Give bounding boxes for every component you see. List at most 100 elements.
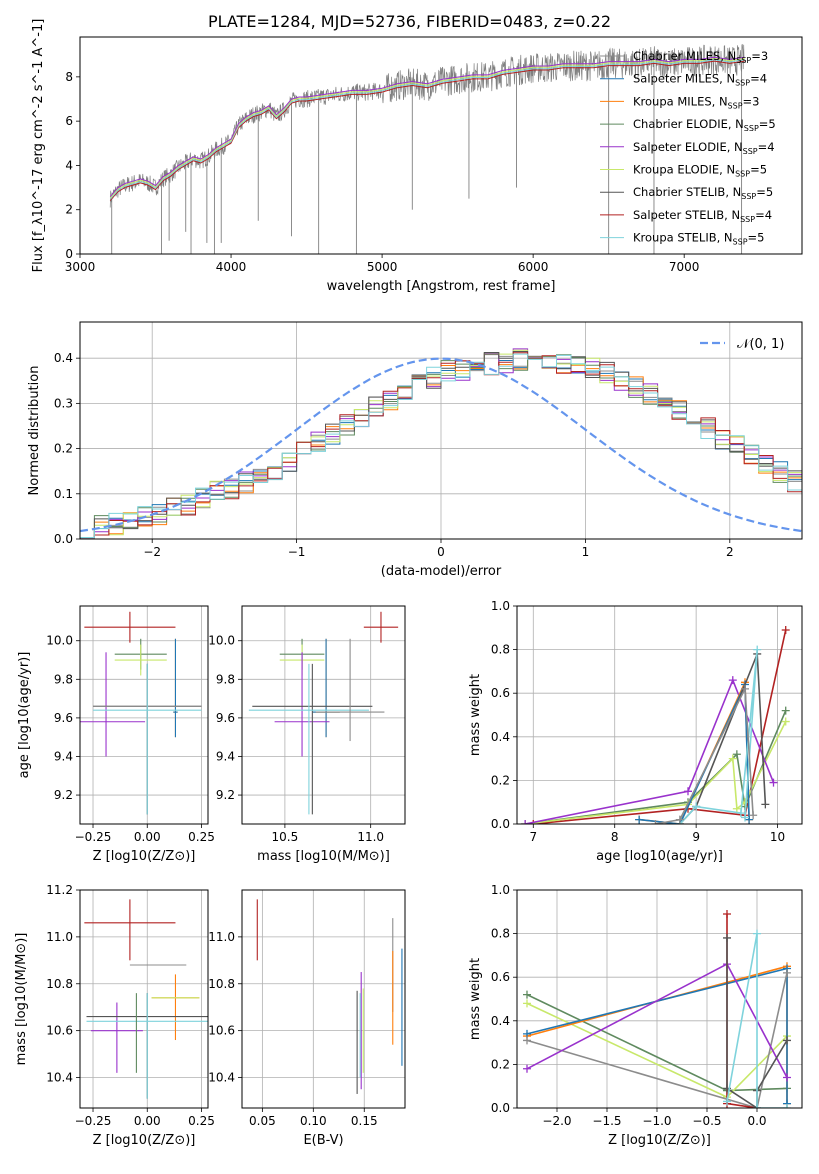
y-tick-label: 9.2 bbox=[216, 788, 235, 802]
legend-label: Kroupa MILES, NSSP=3 bbox=[633, 94, 759, 110]
axes-frame bbox=[516, 605, 803, 825]
mass-weight-marker bbox=[728, 754, 737, 763]
x-tick-label: 0.25 bbox=[188, 830, 215, 844]
mass-weight-marker bbox=[781, 625, 790, 634]
legend-label: Kroupa STELIB, NSSP=5 bbox=[633, 231, 764, 247]
x-tick-label: 7 bbox=[529, 830, 537, 844]
plot-area-mass-vs-EBV bbox=[256, 899, 403, 1094]
x-tick-label: 3000 bbox=[65, 260, 96, 274]
mass-weight-marker bbox=[769, 778, 778, 787]
x-tick-label: −2 bbox=[143, 545, 161, 559]
x-tick-label: 0.0 bbox=[747, 1114, 766, 1128]
y-tick-label: 10.8 bbox=[46, 977, 73, 991]
x-axis-label: Z [log10(Z/Z⊙)] bbox=[93, 1133, 196, 1148]
x-tick-label: −0.25 bbox=[75, 830, 112, 844]
y-tick-label: 9.8 bbox=[216, 672, 235, 686]
mass-weight-marker bbox=[529, 820, 538, 824]
y-tick-label: 11.0 bbox=[208, 930, 235, 944]
mass-weight-line bbox=[655, 685, 754, 824]
plot-area-mass-weight-vs-age bbox=[521, 625, 790, 824]
legend-label: Salpeter ELODIE, NSSP=4 bbox=[633, 140, 775, 156]
y-tick-label: 0.6 bbox=[491, 970, 510, 984]
plot-area-residuals bbox=[80, 348, 802, 539]
residual-histogram bbox=[80, 353, 802, 539]
x-axis-label: E(B-V) bbox=[303, 1133, 343, 1148]
legend-label: Chabrier STELIB, NSSP=5 bbox=[633, 185, 773, 201]
mass-weight-line bbox=[533, 629, 787, 824]
residual-histogram bbox=[80, 351, 802, 538]
plot-area-age-vs-Z bbox=[80, 611, 202, 815]
mass-weight-marker bbox=[635, 815, 644, 824]
y-axis-label: Flux [f_λ10^-17 erg cm^-2 s^-1 A^-1] bbox=[31, 19, 46, 273]
x-tick-label: 9 bbox=[692, 830, 700, 844]
residual-histogram bbox=[80, 354, 802, 539]
mass-weight-marker bbox=[728, 676, 737, 685]
y-tick-label: 6 bbox=[65, 114, 73, 128]
y-tick-label: 0.6 bbox=[491, 686, 510, 700]
x-tick-label: 0.00 bbox=[134, 830, 161, 844]
mass-weight-marker bbox=[732, 804, 741, 813]
model-spectrum-line bbox=[109, 60, 745, 201]
plot-area-mass-weight-vs-Z bbox=[523, 909, 791, 1108]
y-tick-label: 1.0 bbox=[491, 883, 510, 897]
mass-weight-marker bbox=[651, 820, 660, 824]
mass-weight-marker bbox=[741, 813, 749, 822]
mass-weight-line bbox=[526, 972, 788, 1108]
mass-weight-marker bbox=[523, 1036, 531, 1045]
y-tick-label: 0.0 bbox=[54, 532, 73, 546]
mass-weight-marker bbox=[753, 929, 761, 938]
mass-weight-line bbox=[524, 677, 775, 824]
x-tick-label: 0.15 bbox=[351, 1114, 378, 1128]
x-tick-label: −0.5 bbox=[692, 1114, 721, 1128]
y-tick-label: 8 bbox=[65, 70, 73, 84]
y-tick-label: 9.4 bbox=[54, 749, 73, 763]
legend-label: Salpeter MILES, NSSP=4 bbox=[633, 72, 767, 88]
y-tick-label: 10.4 bbox=[46, 1071, 73, 1085]
mass-weight-marker bbox=[723, 909, 731, 918]
y-tick-label: 4 bbox=[65, 158, 73, 172]
axes-spectrum: 3000 4000 5000 6000 7000 0 2 4 6 8 wavelength [Ang… bbox=[31, 19, 803, 294]
y-tick-label: 0.0 bbox=[491, 1101, 510, 1115]
y-tick-label: 0.8 bbox=[491, 927, 510, 941]
y-tick-label: 0.4 bbox=[54, 351, 73, 365]
axes-frame bbox=[516, 889, 803, 1109]
y-tick-label: 9.4 bbox=[216, 749, 235, 763]
model-spectrum-line bbox=[109, 59, 745, 200]
y-tick-label: 0.4 bbox=[491, 730, 510, 744]
mass-weight-marker bbox=[783, 1036, 791, 1045]
x-tick-label: 0.10 bbox=[300, 1114, 327, 1128]
mass-weight-marker bbox=[521, 820, 530, 824]
mass-weight-marker bbox=[732, 750, 741, 759]
mass-weight-marker bbox=[783, 1073, 791, 1082]
y-tick-label: 0.4 bbox=[491, 1014, 510, 1028]
y-tick-label: 9.6 bbox=[216, 711, 235, 725]
page-title: PLATE=1284, MJD=52736, FIBERID=0483, z=0… bbox=[207, 12, 612, 31]
x-tick-label: −0.25 bbox=[75, 1114, 112, 1128]
x-axis-label: Z [log10(Z/Z⊙)] bbox=[608, 1133, 711, 1148]
axes-mass-vs-Z: −0.25 0.00 0.25 10.4 10.6 10.8 11.0 11.2 Z [log1… bbox=[14, 883, 215, 1148]
x-tick-label: 0.05 bbox=[249, 1114, 276, 1128]
y-tick-label: 0.0 bbox=[491, 817, 510, 831]
legend-label: Salpeter STELIB, NSSP=4 bbox=[633, 208, 772, 224]
mass-weight-marker bbox=[783, 968, 791, 977]
mass-weight-line bbox=[639, 684, 750, 824]
legend-label: 𝒩(0, 1) bbox=[737, 337, 784, 352]
axes-frame bbox=[79, 36, 803, 255]
x-tick-label: 0 bbox=[437, 545, 445, 559]
x-tick-label: 1 bbox=[582, 545, 590, 559]
axes-residuals: −2 −1 0 1 2 0.0 0.1 0.2 0.3 0.4 (data-model)/error… bbox=[27, 321, 803, 579]
mass-weight-marker bbox=[523, 990, 531, 999]
plot-area-spectrum bbox=[109, 43, 745, 254]
y-axis-label: mass weight bbox=[468, 674, 483, 756]
y-tick-label: 10.0 bbox=[208, 634, 235, 648]
mass-weight-marker bbox=[684, 787, 692, 796]
residual-histogram bbox=[80, 348, 802, 539]
x-tick-label: 10 bbox=[770, 830, 785, 844]
mass-weight-marker bbox=[753, 1104, 761, 1108]
mass-weight-marker bbox=[781, 706, 790, 715]
y-tick-label: 0.2 bbox=[491, 1057, 510, 1071]
mass-weight-line bbox=[726, 933, 787, 1108]
x-tick-label: 0.00 bbox=[134, 1114, 161, 1128]
x-axis-label: Z [log10(Z/Z⊙)] bbox=[93, 849, 196, 864]
